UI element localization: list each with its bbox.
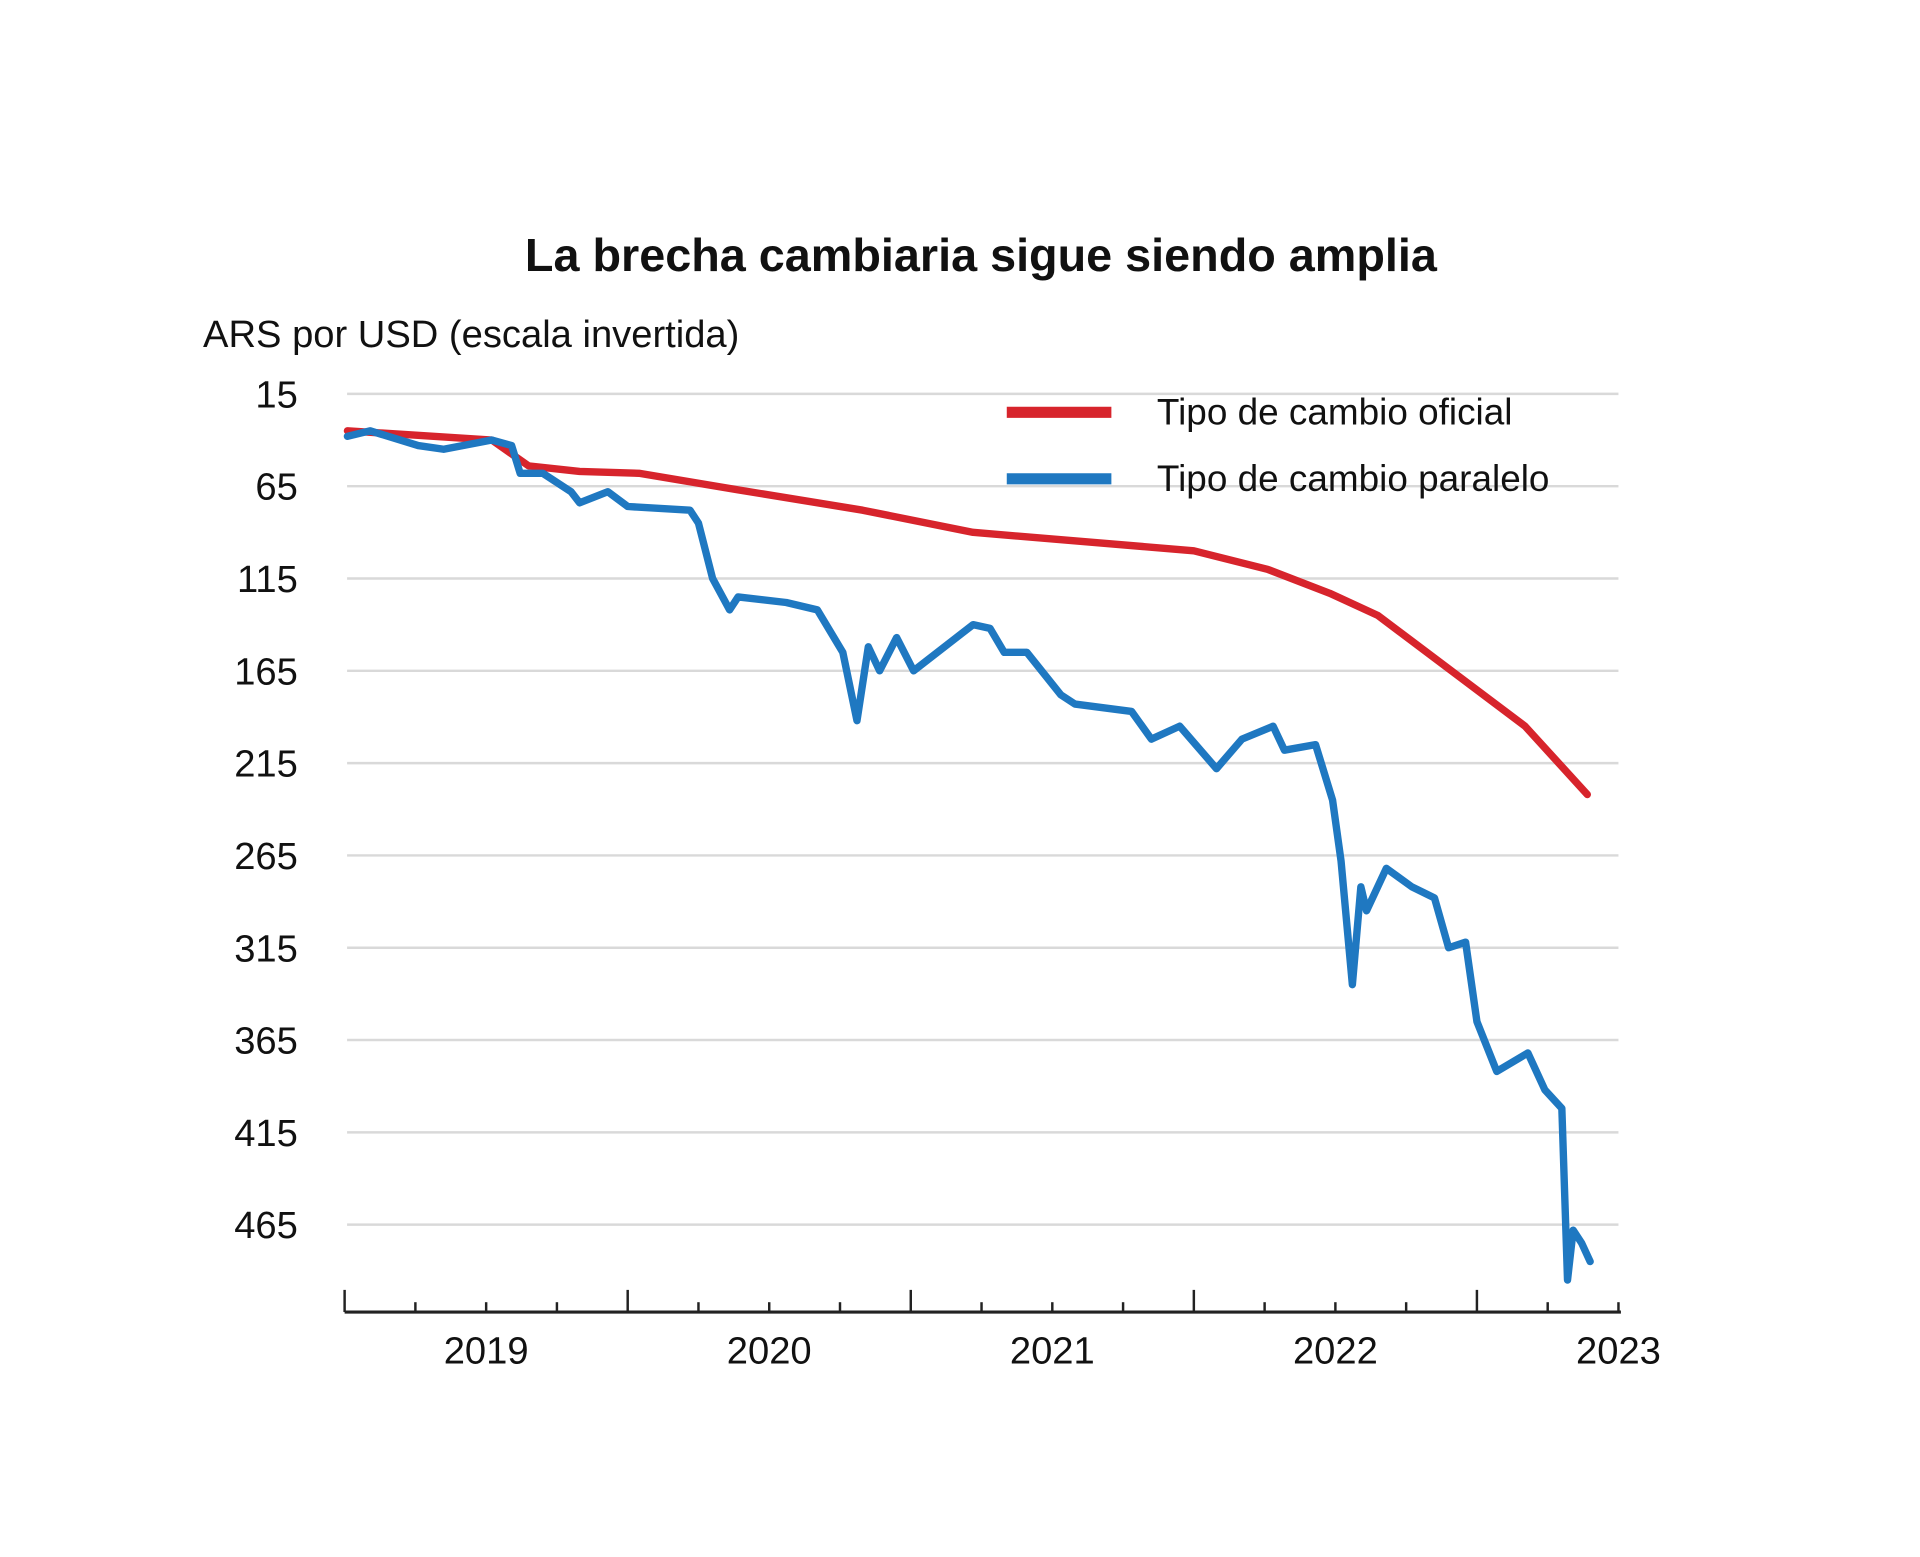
y-tick-label: 115 (237, 558, 298, 601)
y-axis-label: ARS por USD (escala invertida) (203, 313, 739, 356)
official-rate-line (343, 427, 1592, 799)
y-tick-label: 315 (234, 927, 298, 970)
x-tick-label: 2021 (1010, 1330, 1095, 1373)
y-tick-label: 365 (234, 1020, 298, 1063)
parallel-rate-line (343, 427, 1594, 1284)
x-tick-label: 2020 (727, 1330, 812, 1373)
x-tick-label: 2022 (1293, 1330, 1378, 1373)
y-tick-label: 215 (234, 743, 298, 786)
y-tick-label: 65 (255, 466, 297, 509)
legend-label: Tipo de cambio oficial (1157, 392, 1513, 433)
y-tick-label: 165 (234, 650, 298, 693)
x-tick-label: 2023 (1576, 1330, 1661, 1373)
x-tick-label: 2019 (444, 1330, 529, 1373)
legend-label: Tipo de cambio paralelo (1157, 458, 1550, 499)
y-tick-label: 265 (234, 835, 298, 878)
y-tick-label: 15 (255, 373, 297, 416)
legend: Tipo de cambio oficial Tipo de cambio par… (1006, 392, 1550, 499)
y-tick-label: 415 (234, 1112, 298, 1155)
y-tick-label: 465 (234, 1204, 298, 1247)
chart-title: La brecha cambiaria sigue siendo amplia (525, 229, 1438, 281)
